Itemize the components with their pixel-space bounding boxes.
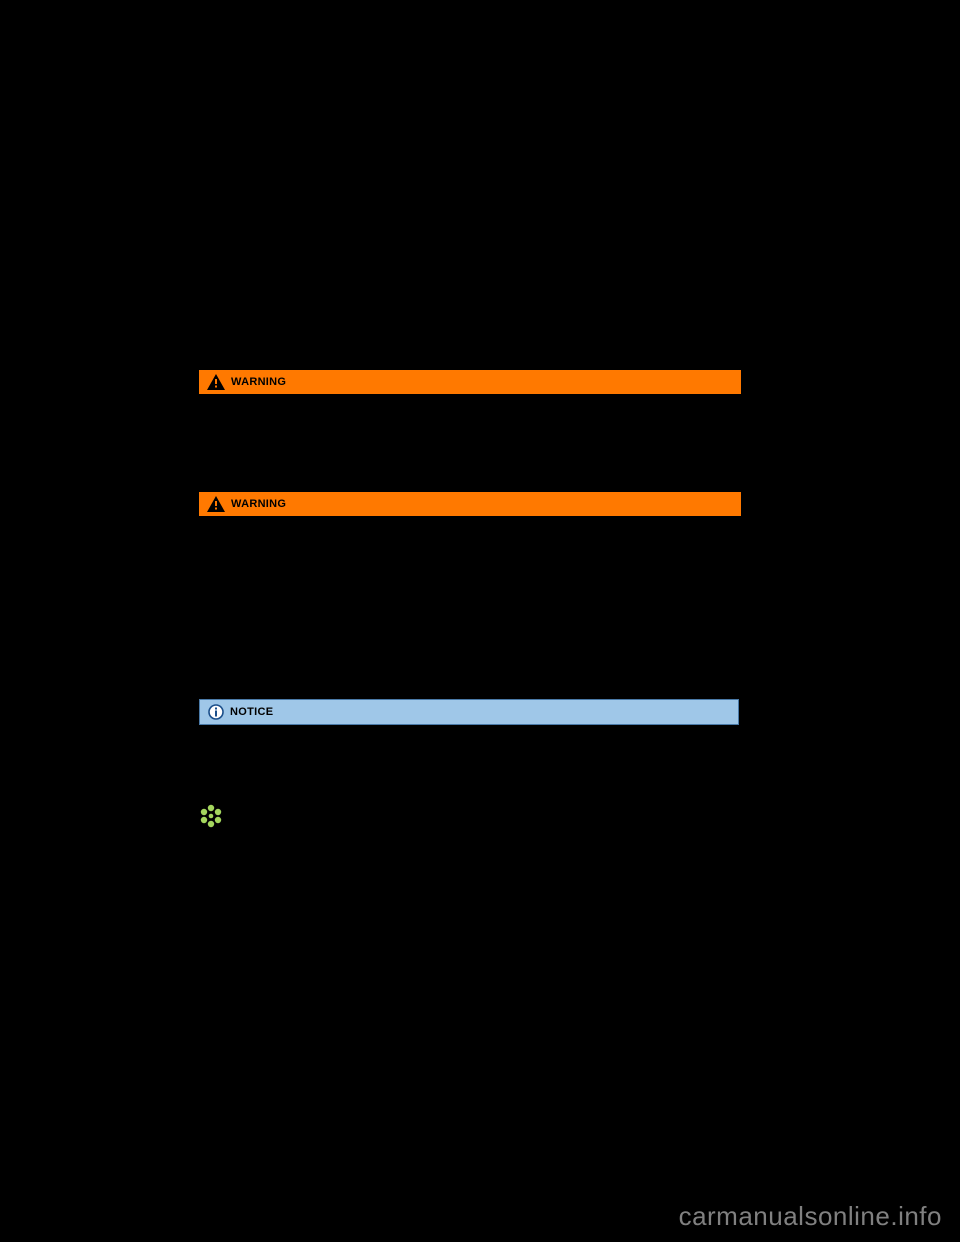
warning-header: WARNING bbox=[199, 370, 741, 394]
notice-callout: NOTICE bbox=[199, 699, 741, 755]
notice-header: NOTICE bbox=[199, 699, 739, 725]
warning-callout-2: WARNING bbox=[199, 492, 741, 681]
environment-flower-icon bbox=[199, 804, 223, 828]
warning-label: WARNING bbox=[231, 498, 286, 510]
warning-body-1 bbox=[199, 394, 741, 474]
notice-body bbox=[199, 725, 741, 755]
warning-header: WARNING bbox=[199, 492, 741, 516]
manual-page: WARNING WARNING bbox=[0, 0, 960, 1242]
warning-callout-1: WARNING bbox=[199, 370, 741, 474]
alert-triangle-icon bbox=[207, 496, 225, 512]
alert-triangle-icon bbox=[207, 374, 225, 390]
watermark-text: carmanualsonline.info bbox=[679, 1201, 942, 1232]
notice-label: NOTICE bbox=[230, 706, 273, 718]
warning-body-2 bbox=[199, 516, 741, 681]
notice-circle-icon bbox=[208, 704, 224, 720]
warning-label: WARNING bbox=[231, 376, 286, 388]
content-region: WARNING WARNING bbox=[199, 370, 741, 773]
